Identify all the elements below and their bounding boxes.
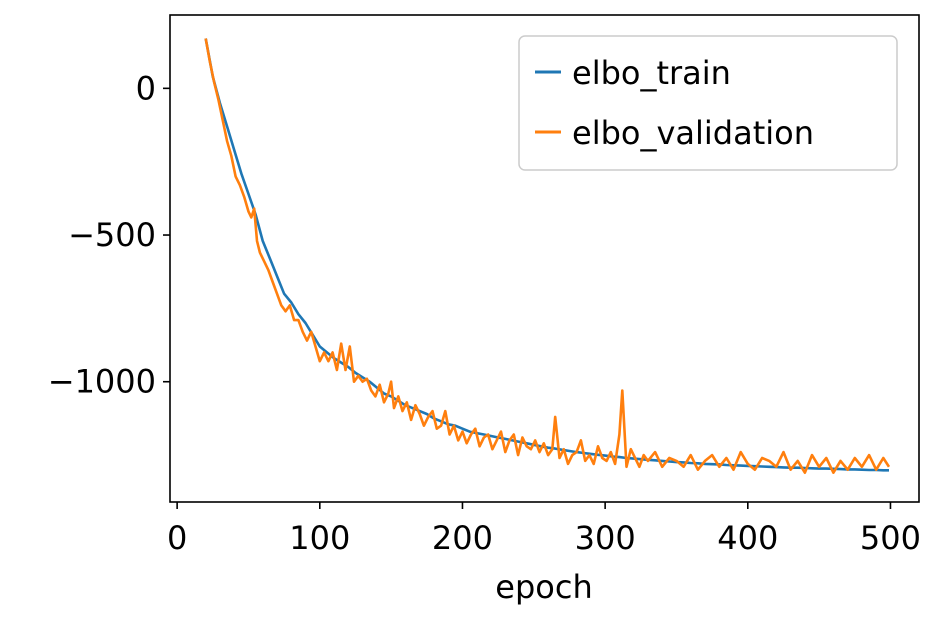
y-tick-label: −1000	[48, 363, 156, 401]
legend: elbo_train elbo_validation	[518, 35, 898, 171]
legend-label-elbo-validation: elbo_validation	[572, 114, 814, 152]
plot-area	[204, 38, 891, 474]
x-tick-label: 400	[717, 519, 778, 557]
x-tick-label: 300	[575, 519, 636, 557]
x-tick-label: 200	[432, 519, 493, 557]
y-tick-label: −500	[68, 216, 156, 254]
legend-label-elbo-train: elbo_train	[572, 54, 731, 92]
x-axis: 0 100 200 300 400 500	[167, 502, 921, 557]
y-axis: 0 −500 −1000	[48, 69, 170, 401]
x-tick-label: 500	[860, 519, 921, 557]
legend-box	[518, 35, 898, 171]
x-tick-label: 0	[167, 519, 187, 557]
axes-frame	[169, 14, 920, 503]
y-tick-label: 0	[136, 69, 156, 107]
x-tick-label: 100	[289, 519, 350, 557]
x-axis-label: epoch	[495, 568, 592, 606]
series-line-elbo-validation	[204, 38, 891, 474]
